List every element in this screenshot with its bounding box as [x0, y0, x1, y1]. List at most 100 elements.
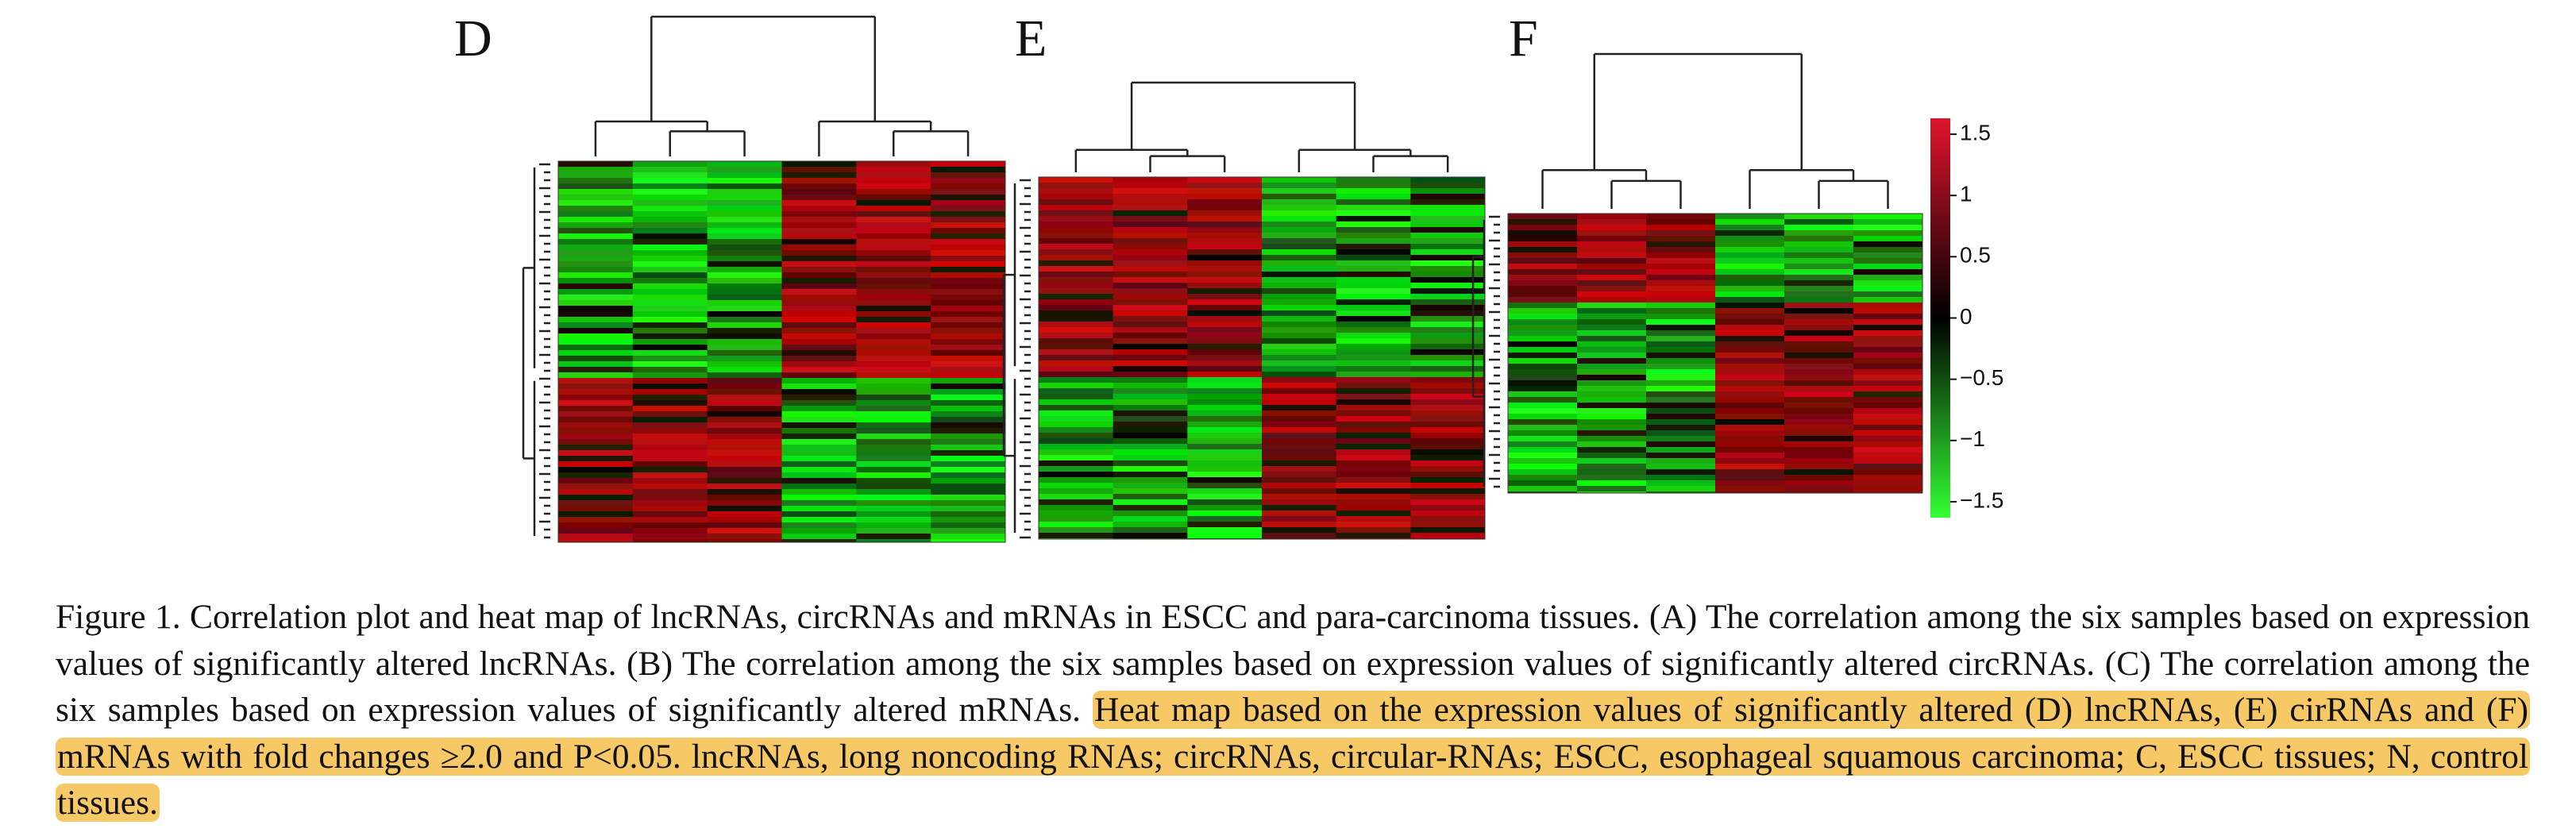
heatmap-cell	[1187, 488, 1263, 495]
heatmap-cell	[1646, 486, 1716, 492]
heatmap-cell	[558, 389, 634, 395]
heatmap-cell	[707, 517, 782, 523]
heatmap-cell	[1262, 305, 1337, 311]
heatmap-cell	[1853, 419, 1923, 426]
heatmap-cell	[1853, 230, 1923, 237]
colorbar-tick-label: 0.5	[1960, 243, 1991, 268]
heatmap-cell	[931, 356, 1006, 362]
heatmap-cell	[1039, 522, 1114, 528]
heatmap-cell	[931, 300, 1006, 306]
heatmap-cell	[1715, 419, 1785, 426]
heatmap-cell	[1262, 477, 1337, 484]
heatmap-cell	[1336, 499, 1411, 506]
heatmap-cell	[781, 200, 857, 206]
heatmap-cell	[707, 228, 782, 234]
heatmap-cell	[1039, 205, 1114, 211]
heatmap-cell	[632, 372, 708, 379]
heatmap-cell	[856, 161, 931, 168]
heatmap-cell	[1508, 319, 1578, 326]
heatmap-cell	[707, 217, 782, 223]
heatmap-cell	[1039, 466, 1114, 472]
heatmap-cell	[1336, 410, 1411, 417]
heatmap-cell	[1039, 455, 1114, 461]
heatmap-cell	[707, 161, 782, 168]
heatmap-cell	[632, 484, 708, 490]
heatmap-cell	[632, 211, 708, 218]
heatmap-cell	[707, 333, 782, 340]
heatmap-cell	[781, 283, 857, 290]
heatmap-cell	[632, 272, 708, 279]
heatmap-cell	[1113, 433, 1188, 439]
heatmap-cell	[1187, 433, 1263, 439]
heatmap-cell	[1784, 219, 1854, 225]
heatmap-cell	[856, 211, 931, 218]
heatmap-cell	[1410, 288, 1486, 295]
heatmap-cell	[1336, 533, 1411, 539]
heatmap-cell	[707, 261, 782, 268]
heatmap-cell	[1262, 494, 1337, 500]
heatmap-cell	[1410, 505, 1486, 511]
heatmap-cell	[1262, 294, 1337, 300]
heatmap-cell	[558, 345, 634, 351]
heatmap-cell	[1039, 238, 1114, 245]
heatmap-cell	[856, 239, 931, 245]
heatmap-cell	[1039, 511, 1114, 517]
heatmap-cell	[1410, 444, 1486, 450]
heatmap-cell	[856, 189, 931, 195]
heatmap-cell	[1336, 494, 1411, 500]
heatmap-cell	[1187, 422, 1263, 428]
heatmap-cell	[1646, 397, 1716, 403]
heatmap-cell	[707, 283, 782, 290]
heatmap-cell	[1039, 372, 1114, 378]
heatmap-cell	[1262, 488, 1337, 495]
heatmap-cell	[1577, 369, 1647, 376]
heatmap-cell	[781, 506, 857, 512]
heatmap-cell	[1262, 394, 1337, 400]
heatmap-cell	[1784, 447, 1854, 453]
heatmap-cell	[1187, 511, 1263, 517]
heatmap-cell	[1262, 272, 1337, 278]
heatmap-cell	[1039, 222, 1114, 228]
heatmap-cell	[1336, 522, 1411, 528]
heatmap-cell	[1262, 327, 1337, 333]
heatmap-cell	[1410, 199, 1486, 206]
heatmap-cell	[1410, 427, 1486, 433]
heatmap-cell	[781, 484, 857, 490]
heatmap-cell	[1410, 249, 1486, 256]
heatmap-cell	[781, 217, 857, 223]
heatmap-cell	[1410, 322, 1486, 328]
heatmap-cell	[931, 372, 1006, 379]
heatmap-cell	[1577, 375, 1647, 381]
heatmap-cell	[781, 383, 857, 390]
heatmap-cell	[1410, 477, 1486, 484]
heatmap-cell	[558, 195, 634, 201]
heatmap-cell	[1113, 460, 1188, 467]
heatmap-cell	[1187, 355, 1263, 361]
heatmap-cell	[781, 450, 857, 457]
heatmap-cell	[856, 272, 931, 279]
heatmap-cell	[1784, 297, 1854, 303]
heatmap-cell	[1039, 260, 1114, 267]
heatmap-cell	[1784, 230, 1854, 237]
heatmap-cell	[1508, 458, 1578, 464]
heatmap-cell	[707, 345, 782, 351]
heatmap-cell	[1187, 338, 1263, 345]
heatmap-cell	[1508, 419, 1578, 426]
heatmap-cell	[1262, 455, 1337, 461]
heatmap-cell	[1784, 364, 1854, 370]
heatmap-cell	[558, 456, 634, 462]
heatmap-cell	[1646, 447, 1716, 453]
heatmap-cell	[1577, 430, 1647, 437]
heatmap-cell	[558, 372, 634, 379]
heatmap-cell	[1187, 210, 1263, 217]
heatmap-cell	[632, 278, 708, 284]
heatmap-cell	[1410, 527, 1486, 534]
heatmap-cell	[632, 189, 708, 195]
heatmap-cell	[1577, 480, 1647, 487]
heatmap-cell	[1187, 466, 1263, 472]
heatmap-cell	[1262, 427, 1337, 433]
heatmap-cell	[781, 489, 857, 495]
heatmap-cell	[931, 461, 1006, 468]
heatmap-cell	[781, 539, 857, 543]
heatmap-cell	[931, 272, 1006, 279]
